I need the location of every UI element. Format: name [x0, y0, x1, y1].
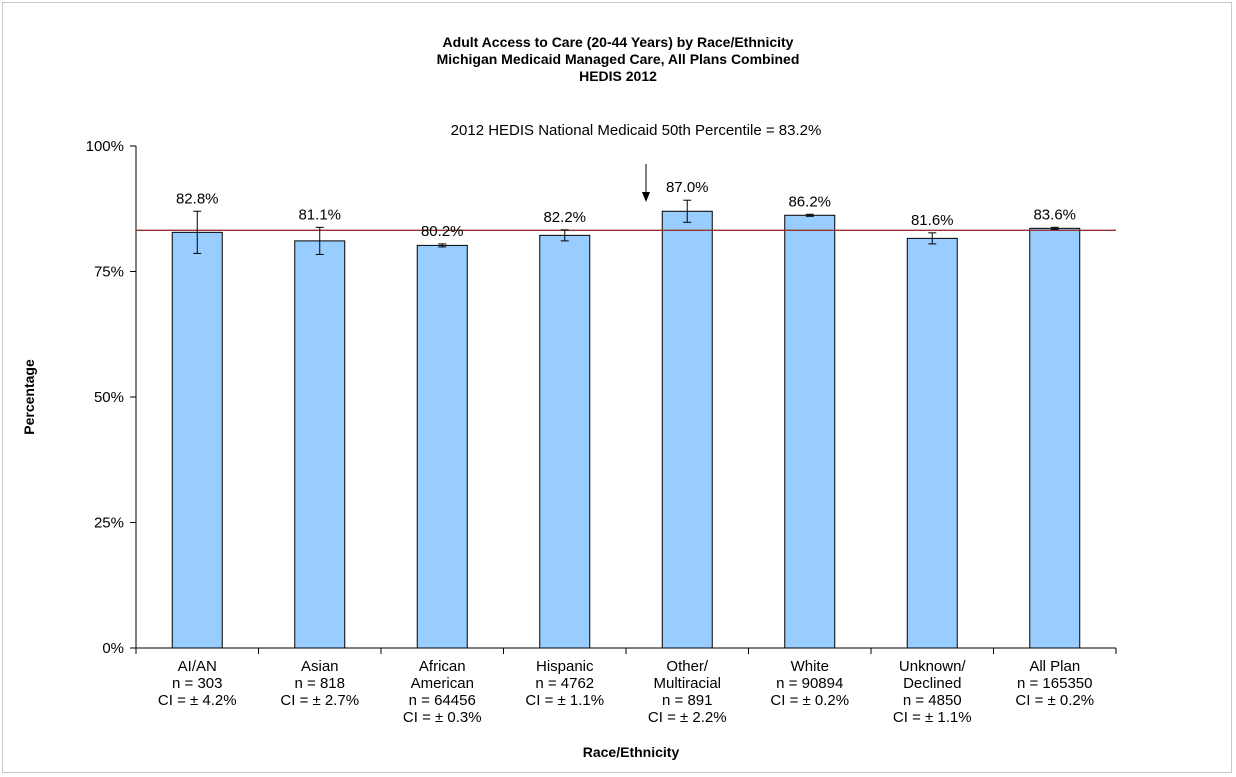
bar [539, 234, 591, 649]
x-tick-label: Asian [301, 658, 339, 675]
x-tick-label: CI = ± 0.3% [403, 709, 482, 726]
y-tick-label: 0% [102, 640, 124, 657]
x-tick-label: n = 64456 [409, 692, 476, 709]
chart-title: Adult Access to Care (20-44 Years) by Ra… [442, 34, 794, 50]
x-tick-label: n = 303 [172, 675, 222, 692]
chart-title-block: Adult Access to Care (20-44 Years) by Ra… [0, 34, 1236, 85]
x-tick-label: CI = ± 1.1% [525, 692, 604, 709]
y-tick-label: 100% [86, 138, 124, 155]
x-axis-title: Race/Ethnicity [583, 744, 680, 760]
data-label: 80.2% [421, 223, 464, 240]
bar [906, 237, 958, 649]
bar [1029, 227, 1081, 649]
bar [416, 244, 468, 649]
y-axis-title: Percentage [21, 359, 37, 435]
data-label: 82.8% [176, 190, 219, 207]
x-tick-label: Unknown/ [899, 658, 967, 675]
benchmark-arrow-head [642, 192, 650, 202]
x-tick-label: African [419, 658, 466, 675]
bar [784, 214, 836, 649]
x-tick-label: American [411, 675, 474, 692]
plot-area: 0% 25% 50% 75% 100% 82.8% 81.1% 80.2% 82.2% 87.0%… [86, 138, 1117, 726]
data-label: 82.2% [543, 209, 586, 226]
chart-subtitle-2: HEDIS 2012 [579, 68, 657, 84]
x-tick-label: n = 90894 [776, 675, 843, 692]
benchmark-annotation: 2012 HEDIS National Medicaid 50th Percen… [451, 122, 822, 139]
x-tick-label: Multiracial [653, 675, 721, 692]
x-tick-label: White [791, 658, 829, 675]
chart-subtitle: Michigan Medicaid Managed Care, All Plan… [436, 51, 800, 67]
x-tick-label: CI = ± 2.2% [648, 709, 727, 726]
data-label: 81.6% [911, 212, 954, 229]
bar [661, 210, 713, 649]
x-tick-label: CI = ± 2.7% [280, 692, 359, 709]
x-tick-label: n = 165350 [1017, 675, 1093, 692]
x-tick-label: n = 4850 [903, 692, 962, 709]
x-tick-label: CI = ± 1.1% [893, 709, 972, 726]
bar [294, 240, 346, 649]
data-label: 86.2% [788, 193, 831, 210]
x-tick-label: Hispanic [536, 658, 594, 675]
x-tick-label: CI = ± 4.2% [158, 692, 237, 709]
data-label: 83.6% [1033, 206, 1076, 223]
x-tick-label: n = 891 [662, 692, 712, 709]
x-tick-label: n = 4762 [535, 675, 594, 692]
y-tick-label: 50% [94, 389, 124, 406]
x-tick-label: n = 818 [295, 675, 345, 692]
bar [171, 231, 223, 649]
data-label: 87.0% [666, 179, 709, 196]
y-tick-label: 25% [94, 515, 124, 532]
x-tick-label: Other/ [666, 658, 709, 675]
x-tick-label: Declined [903, 675, 961, 692]
x-tick-label: All Plan [1029, 658, 1080, 675]
x-tick-label: CI = ± 0.2% [770, 692, 849, 709]
x-tick-label: CI = ± 0.2% [1015, 692, 1094, 709]
y-tick-label: 75% [94, 264, 124, 281]
x-tick-label: AI/AN [178, 658, 217, 675]
data-label: 81.1% [298, 206, 341, 223]
